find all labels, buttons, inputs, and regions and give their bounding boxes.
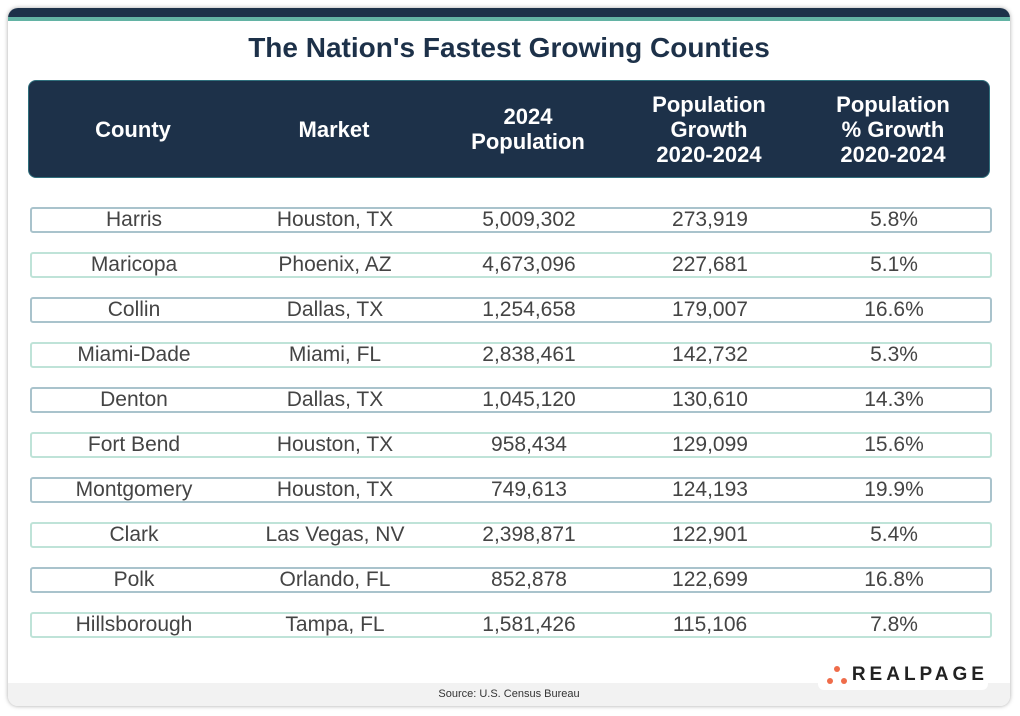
table-cell: 958,434 (491, 433, 567, 456)
table-cell: Hillsborough (75, 613, 193, 636)
logo-text: REALPAGE (851, 664, 988, 685)
realpage-logo: REALPAGE (818, 660, 988, 690)
table-cell: Dallas, TX (286, 388, 384, 411)
table-cell: 130,610 (672, 388, 748, 411)
table-cell: 14.3% (864, 388, 924, 411)
infographic-card: The Nation's Fastest Growing Counties Co… (8, 8, 1010, 706)
table-cell: 2,398,871 (482, 523, 576, 546)
table-cell: Houston, TX (276, 433, 394, 456)
table-cell: Miami, FL (288, 343, 382, 366)
table-cell: 5,009,302 (482, 208, 576, 231)
table-cell: Fort Bend (87, 433, 181, 456)
table-cell: Dallas, TX (286, 298, 384, 321)
table-row: Collin Dallas, TX 1,254,658 179,007 16.6% (30, 297, 992, 323)
table-cell: 749,613 (491, 478, 567, 501)
table-cell: 15.6% (864, 433, 924, 456)
table-cell: 227,681 (672, 253, 748, 276)
table-cell: Las Vegas, NV (265, 523, 405, 546)
table-cell: 5.4% (870, 523, 918, 546)
table-cell: Clark (109, 523, 159, 546)
table-row: Maricopa Phoenix, AZ 4,673,096 227,681 5.1% (30, 252, 992, 278)
table-cell: 16.6% (864, 298, 924, 321)
table-cell: 16.8% (864, 568, 924, 591)
logo-dots-icon (826, 664, 847, 686)
table-cell: 129,099 (672, 433, 748, 456)
table-cell: Miami-Dade (77, 343, 191, 366)
table-cell: 852,878 (491, 568, 567, 591)
top-bar (8, 8, 1010, 17)
table-cell: 273,919 (672, 208, 748, 231)
table-cell: 179,007 (672, 298, 748, 321)
table-row: Montgomery Houston, TX 749,613 124,193 19.9% (30, 477, 992, 503)
table-cell: Montgomery (75, 478, 193, 501)
accent-line (8, 17, 1010, 21)
table-row: Clark Las Vegas, NV 2,398,871 122,901 5.4% (30, 522, 992, 548)
table-cell: Houston, TX (276, 478, 394, 501)
table-cell: Harris (106, 208, 162, 231)
table-cell: Orlando, FL (279, 568, 391, 591)
page-title: The Nation's Fastest Growing Counties (248, 32, 770, 63)
table-cell: 1,581,426 (482, 613, 576, 636)
column-header: Market (298, 116, 370, 142)
footer-bar (8, 683, 1010, 706)
table-cell: Houston, TX (276, 208, 394, 231)
table-cell: 4,673,096 (482, 253, 576, 276)
table-row: Hillsborough Tampa, FL 1,581,426 115,106 7.8… (30, 612, 992, 638)
table-cell: Denton (100, 388, 168, 411)
column-header: Population Growth 2020-2024 (652, 91, 766, 167)
table-cell: 122,901 (672, 523, 748, 546)
table-row: Denton Dallas, TX 1,045,120 130,610 14.3% (30, 387, 992, 413)
table-cell: 2,838,461 (482, 343, 576, 366)
table-cell: 115,106 (672, 613, 748, 636)
source-note: Source: U.S. Census Bureau (438, 688, 580, 700)
table-row: Polk Orlando, FL 852,878 122,699 16.8% (30, 567, 992, 593)
table-cell: Phoenix, AZ (278, 253, 392, 276)
table-row: Miami-Dade Miami, FL 2,838,461 142,732 5.3% (30, 342, 992, 368)
table-cell: 5.8% (870, 208, 918, 231)
table-cell: 1,254,658 (482, 298, 576, 321)
column-header: County (95, 116, 171, 142)
table-row: Harris Houston, TX 5,009,302 273,919 5.8% (30, 207, 992, 233)
table-header: County Market 2024 Population Population Gr… (28, 80, 990, 178)
table-cell: Tampa, FL (285, 613, 385, 636)
table-row: Fort Bend Houston, TX 958,434 129,099 15.6% (30, 432, 992, 458)
table-cell: Polk (113, 568, 155, 591)
table-cell: 19.9% (864, 478, 924, 501)
table-cell: 7.8% (870, 613, 918, 636)
table-cell: 142,732 (672, 343, 748, 366)
table-cell: 5.3% (870, 343, 918, 366)
table-cell: 124,193 (672, 478, 748, 501)
table-cell: 5.1% (870, 253, 918, 276)
table-cell: 1,045,120 (482, 388, 576, 411)
table-cell: Collin (107, 298, 161, 321)
table-cell: Maricopa (90, 253, 178, 276)
column-header: 2024 Population (471, 104, 585, 154)
column-header: Population % Growth 2020-2024 (836, 91, 950, 167)
table-cell: 122,699 (672, 568, 748, 591)
